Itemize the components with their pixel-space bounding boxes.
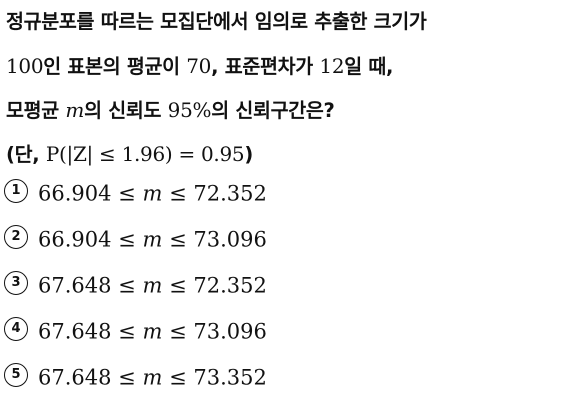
choice-expression-4: 67.648 ≤ m ≤ 73.096	[38, 319, 267, 343]
choice-upper-bound: 72.352	[193, 181, 267, 206]
probability-condition: P(|Z| ≤ 1.96) = 0.95	[45, 142, 245, 166]
choice-lower-bound: 67.648	[38, 273, 112, 298]
choice-number-4: 4	[4, 317, 28, 342]
choice-lower-bound: 67.648	[38, 319, 112, 344]
question-line-2-text-c: 일 때,	[344, 55, 394, 78]
less-equal-sign: ≤	[169, 181, 187, 206]
choice-5[interactable]: 5 67.648 ≤ m ≤ 73.352	[4, 354, 570, 400]
choice-lower-bound: 66.904	[38, 227, 112, 252]
condition-close: )	[244, 143, 253, 166]
less-equal-sign: ≤	[169, 319, 187, 344]
condition-open: (단,	[6, 143, 46, 166]
choice-1[interactable]: 1 66.904 ≤ m ≤ 72.352	[4, 170, 570, 216]
choice-lower-bound: 66.904	[38, 181, 112, 206]
choice-upper-bound: 72.352	[193, 273, 267, 298]
sample-mean-value: 70	[186, 54, 212, 78]
sample-size-value: 100	[6, 54, 44, 78]
less-equal-sign: ≤	[118, 273, 136, 298]
choice-lower-bound: 67.648	[38, 365, 112, 390]
population-mean-variable: m	[65, 98, 85, 122]
less-equal-sign: ≤	[118, 365, 136, 390]
confidence-level-value: 95%	[167, 98, 212, 122]
choice-upper-bound: 73.096	[193, 319, 267, 344]
choice-4[interactable]: 4 67.648 ≤ m ≤ 73.096	[4, 308, 570, 354]
less-equal-sign: ≤	[169, 365, 187, 390]
less-equal-sign: ≤	[169, 273, 187, 298]
standard-deviation-value: 12	[319, 54, 345, 78]
choice-variable: m	[142, 273, 163, 298]
choice-3[interactable]: 3 67.648 ≤ m ≤ 72.352	[4, 262, 570, 308]
choice-variable: m	[142, 181, 163, 206]
question-line-2-text-b: , 표준편차가	[211, 55, 320, 78]
choice-number-2: 2	[4, 225, 28, 250]
choice-variable: m	[142, 365, 163, 390]
choice-expression-3: 67.648 ≤ m ≤ 72.352	[38, 273, 267, 297]
question-line-1-text: 정규분포를 따르는 모집단에서 임의로 추출한 크기가	[6, 10, 427, 33]
choice-upper-bound: 73.096	[193, 227, 267, 252]
less-equal-sign: ≤	[118, 319, 136, 344]
question-line-3-text-a: 모평균	[6, 99, 66, 122]
choice-expression-1: 66.904 ≤ m ≤ 72.352	[38, 181, 267, 205]
choice-number-3: 3	[4, 271, 28, 296]
question-text: 정규분포를 따르는 모집단에서 임의로 추출한 크기가 100인 표본의 평균이…	[6, 0, 572, 176]
question-line-2-text-a: 인 표본의 평균이	[43, 55, 187, 78]
less-equal-sign: ≤	[118, 227, 136, 252]
less-equal-sign: ≤	[118, 181, 136, 206]
question-line-3: 모평균 m의 신뢰도 95%의 신뢰구간은?	[6, 88, 572, 132]
choice-number-5: 5	[4, 363, 28, 388]
choice-upper-bound: 73.352	[193, 365, 267, 390]
question-line-4: (단, P(|Z| ≤ 1.96) = 0.95)	[6, 132, 572, 176]
choice-variable: m	[142, 227, 163, 252]
choice-2[interactable]: 2 66.904 ≤ m ≤ 73.096	[4, 216, 570, 262]
question-line-2: 100인 표본의 평균이 70, 표준편차가 12일 때,	[6, 44, 572, 88]
answer-choices: 1 66.904 ≤ m ≤ 72.352 2 66.904 ≤ m ≤ 73.09…	[4, 170, 570, 400]
question-line-3-text-c: 의 신뢰구간은?	[211, 99, 335, 122]
choice-expression-2: 66.904 ≤ m ≤ 73.096	[38, 227, 267, 251]
choice-number-1: 1	[4, 179, 28, 204]
question-line-1: 정규분포를 따르는 모집단에서 임의로 추출한 크기가	[6, 0, 572, 44]
choice-expression-5: 67.648 ≤ m ≤ 73.352	[38, 365, 267, 389]
less-equal-sign: ≤	[169, 227, 187, 252]
question-line-3-text-b: 의 신뢰도	[84, 99, 168, 122]
choice-variable: m	[142, 319, 163, 344]
